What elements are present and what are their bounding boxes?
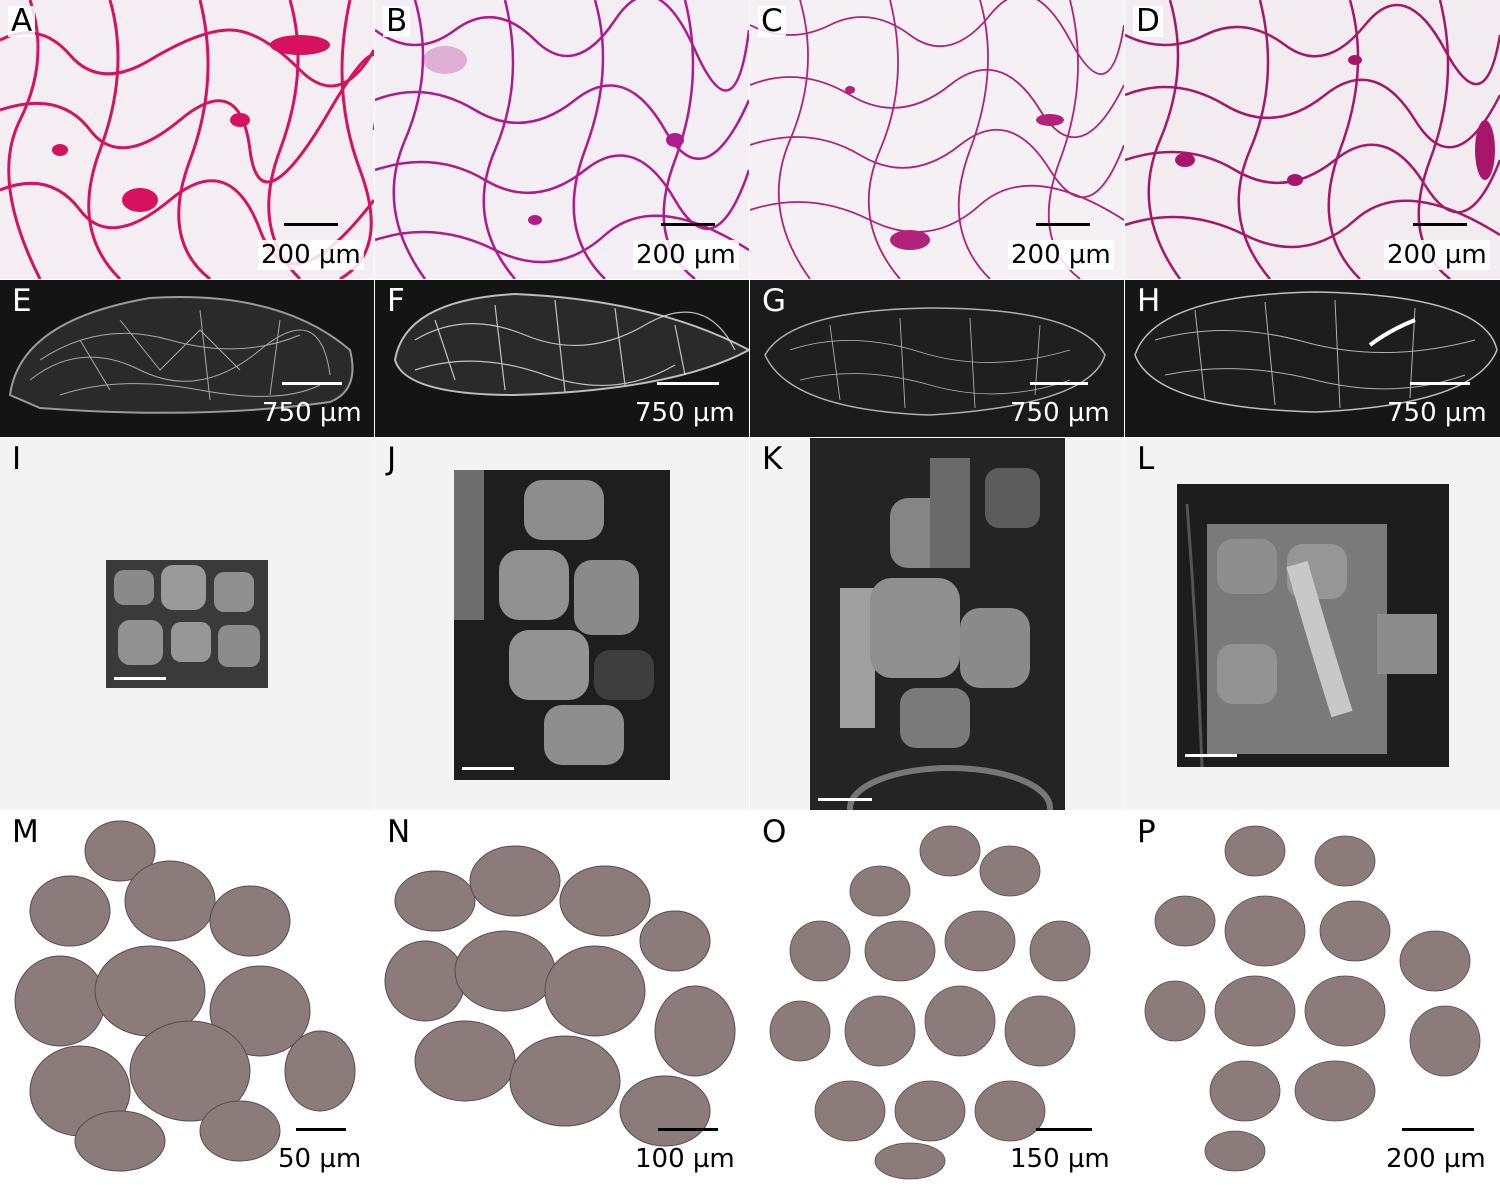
- scale-bar: [1413, 223, 1467, 226]
- ct-crop-image: [454, 470, 670, 780]
- panel-letter: O: [762, 814, 787, 850]
- scale-label: 100 µm: [635, 1144, 735, 1174]
- panel-k: K: [750, 438, 1124, 810]
- panel-c: C 200 µm: [750, 0, 1124, 279]
- panel-g: G 750 µm: [750, 280, 1124, 437]
- panel-p: P 200 µm: [1125, 811, 1500, 1185]
- scale-label: 750 µm: [262, 398, 362, 428]
- scale-bar: [114, 677, 166, 680]
- panel-letter: I: [12, 441, 22, 477]
- surface-render: [384, 845, 736, 1147]
- scale-bar: [657, 382, 719, 385]
- panel-d: D 200 µm: [1125, 0, 1500, 279]
- surface-render: [1144, 825, 1481, 1172]
- panel-l: L: [1125, 438, 1500, 810]
- panel-i: I: [0, 438, 374, 810]
- scale-bar: [1030, 382, 1088, 385]
- panel-letter: E: [12, 283, 32, 319]
- scale-label: 50 µm: [278, 1144, 362, 1174]
- scale-label: 750 µm: [1010, 398, 1110, 428]
- scale-bar: [462, 767, 514, 770]
- panel-letter: H: [1137, 283, 1161, 319]
- tissue-blobs: [52, 35, 330, 212]
- surface-render: [14, 820, 356, 1172]
- ct-slice-image: [393, 292, 749, 397]
- scale-label: 200 µm: [258, 240, 364, 270]
- scale-bar: [1036, 1128, 1092, 1131]
- panel-j: J: [375, 438, 749, 810]
- panel-o: O 150 µm: [750, 811, 1124, 1185]
- scale-bar: [818, 798, 872, 801]
- tissue-blobs: [423, 46, 684, 225]
- panel-letter: A: [8, 6, 36, 37]
- scale-label: 200 µm: [1386, 1144, 1486, 1174]
- scale-label: 150 µm: [1010, 1144, 1110, 1174]
- panel-letter: C: [758, 6, 786, 37]
- alveolar-septa: [375, 0, 749, 279]
- panel-letter: D: [1133, 6, 1163, 37]
- histology-image: [0, 0, 374, 279]
- ct-crop-image: [810, 438, 1065, 810]
- histology-image: [1125, 0, 1500, 279]
- alveolar-septa: [1125, 0, 1500, 279]
- panel-letter: N: [387, 814, 411, 850]
- scale-label: 200 µm: [633, 240, 739, 270]
- panel-letter: B: [383, 6, 411, 37]
- scale-label: 750 µm: [635, 398, 735, 428]
- panel-letter: K: [762, 441, 783, 477]
- scale-bar: [661, 223, 715, 226]
- scale-bar: [282, 382, 342, 385]
- panel-letter: M: [12, 814, 39, 850]
- scale-bar: [1410, 382, 1470, 385]
- scale-bar: [1402, 1128, 1474, 1131]
- alveolar-septa: [750, 0, 1124, 279]
- panel-letter: F: [387, 283, 405, 319]
- panel-m: M 50 µm: [0, 811, 374, 1185]
- scale-bar: [296, 1128, 346, 1131]
- panel-letter: P: [1137, 814, 1156, 850]
- surface-render: [769, 825, 1091, 1180]
- ct-crop-image: [1177, 484, 1449, 767]
- panel-b: B 200 µm: [375, 0, 749, 279]
- panel-e: E 750 µm: [0, 280, 374, 437]
- tissue-blobs: [1175, 55, 1495, 186]
- panel-n: N 100 µm: [375, 811, 749, 1185]
- panel-a: A 200 µm: [0, 0, 374, 279]
- scale-bar: [1036, 223, 1090, 226]
- ct-slice-image: [8, 296, 354, 414]
- scale-label: 200 µm: [1384, 240, 1490, 270]
- scale-label: 750 µm: [1387, 398, 1487, 428]
- panel-letter: L: [1137, 441, 1155, 477]
- ct-slice-image: [764, 307, 1106, 416]
- panel-letter: G: [762, 283, 787, 319]
- ct-slice-image: [1134, 291, 1498, 413]
- panel-h: H 750 µm: [1125, 280, 1500, 437]
- scale-bar: [658, 1128, 718, 1131]
- panel-letter: J: [387, 441, 397, 477]
- ct-crop-image: [106, 560, 268, 688]
- histology-image: [375, 0, 749, 279]
- scale-bar: [1185, 754, 1237, 757]
- scale-bar: [284, 223, 338, 226]
- tissue-blobs: [845, 86, 1064, 250]
- histology-image: [750, 0, 1124, 279]
- panel-f: F 750 µm: [375, 280, 749, 437]
- scale-label: 200 µm: [1008, 240, 1114, 270]
